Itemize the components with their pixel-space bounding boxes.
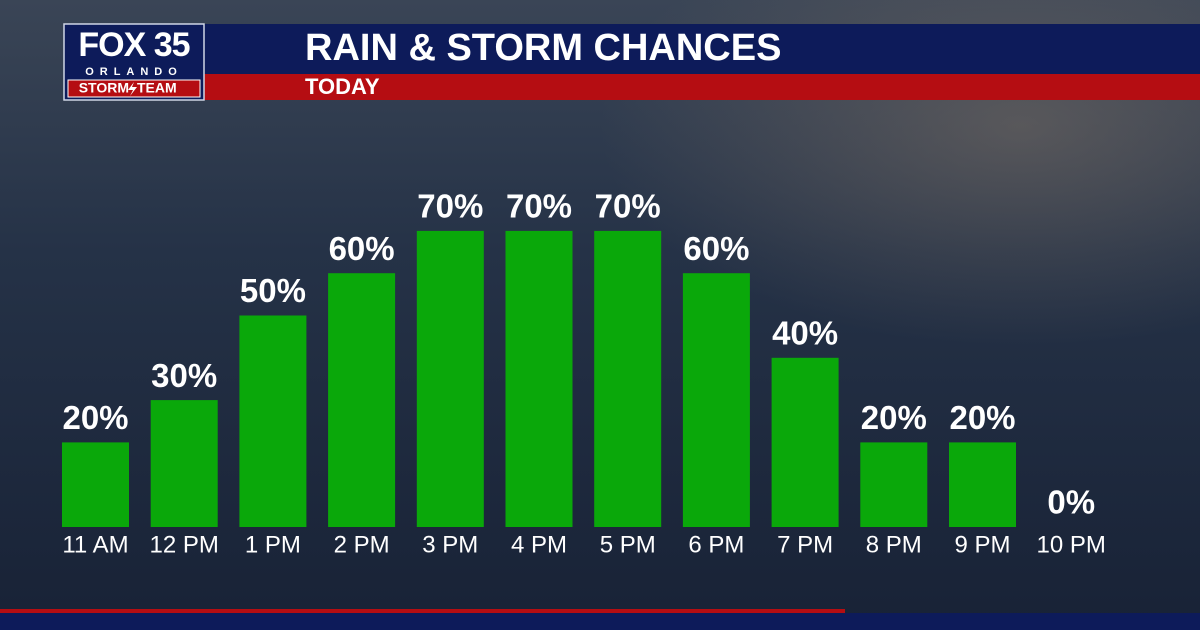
value-label: 50% <box>240 272 306 309</box>
logo-team-part: TEAM <box>137 80 177 96</box>
lightning-icon <box>128 82 137 96</box>
title-band <box>64 24 1200 74</box>
bar <box>150 400 218 527</box>
value-label: 70% <box>506 188 572 225</box>
bar <box>949 442 1016 527</box>
x-tick-label: 8 PM <box>866 531 922 558</box>
value-label: 30% <box>151 357 217 394</box>
x-tick-label: 12 PM <box>150 531 219 558</box>
x-tick-label: 3 PM <box>422 531 478 558</box>
bar <box>62 442 129 527</box>
x-tick-label: 4 PM <box>511 531 567 558</box>
value-label: 60% <box>329 230 395 267</box>
plot: 20% 11 AM 30% 12 PM 50% 1 PM 60% 2 PM 70% 3 PM 70%… <box>62 188 1106 558</box>
bar <box>594 230 662 527</box>
bottom-band <box>0 613 1200 630</box>
value-label: 20% <box>861 399 927 436</box>
logo-brand: FOX 35 <box>78 26 189 64</box>
chart-subtitle: TODAY <box>305 74 380 99</box>
x-tick-label: 2 PM <box>334 531 390 558</box>
bar <box>860 442 928 527</box>
x-tick-label: 7 PM <box>777 531 833 558</box>
bar <box>682 273 750 527</box>
bar <box>239 315 307 527</box>
value-label: 0% <box>1047 484 1095 521</box>
x-tick-label: 10 PM <box>1037 531 1106 558</box>
x-tick-label: 9 PM <box>954 531 1010 558</box>
x-tick-label: 6 PM <box>688 531 744 558</box>
bottom-rule <box>0 609 845 613</box>
bar <box>328 273 396 527</box>
bar <box>505 230 573 527</box>
value-label: 70% <box>417 188 483 225</box>
bar <box>416 230 484 527</box>
value-label: 20% <box>62 399 128 436</box>
value-label: 70% <box>595 188 661 225</box>
x-tick-label: 11 AM <box>62 531 128 558</box>
subtitle-band <box>64 74 1200 100</box>
chart-title: RAIN & STORM CHANCES <box>305 27 781 69</box>
logo-city: ORLANDO <box>85 66 183 78</box>
bar <box>771 357 839 527</box>
x-tick-label: 1 PM <box>245 531 301 558</box>
value-label: 60% <box>683 230 749 267</box>
value-label: 20% <box>949 399 1015 436</box>
value-label: 40% <box>772 315 838 352</box>
logo-team-part: STORM <box>79 80 129 96</box>
x-tick-label: 5 PM <box>600 531 656 558</box>
